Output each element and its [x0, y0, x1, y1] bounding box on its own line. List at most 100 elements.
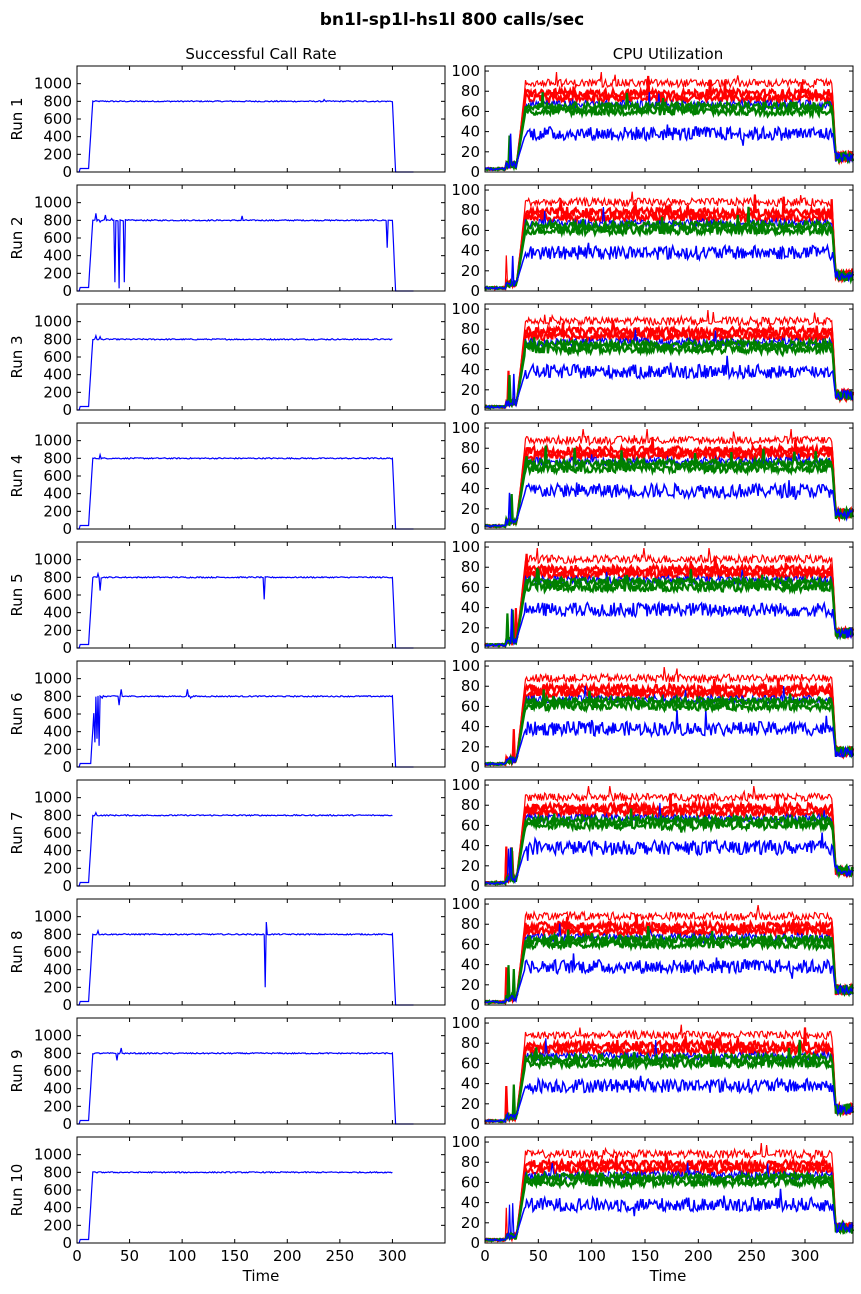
cpu-run-10-series-7-line	[484, 1188, 854, 1242]
cpu-run-10-ytick-label: 40	[461, 1194, 480, 1212]
call-rate-run-4-ytick-label: 0	[62, 520, 72, 538]
cpu-run-7-series-6-line	[484, 808, 855, 887]
cpu-run-10-ytick-label: 100	[451, 1133, 480, 1151]
call-rate-run-7-ytick-label: 200	[43, 859, 72, 877]
cpu-run-2-ytick-label: 100	[451, 181, 480, 199]
call-rate-run-7-ytick-label: 400	[43, 842, 72, 860]
cpu-run-5-series-7-line	[484, 600, 854, 648]
run-label: Run 5	[8, 573, 26, 616]
call-rate-run-10-xtick-label: 200	[273, 1247, 302, 1265]
call-rate-run-2-ytick-label: 600	[43, 229, 72, 247]
call-rate-run-7-line	[77, 811, 393, 887]
call-rate-run-10-xtick-label: 150	[220, 1247, 249, 1265]
call-rate-run-6-ytick-label: 0	[62, 758, 72, 776]
call-rate-run-8-frame	[76, 898, 446, 1006]
cpu-run-2-ytick-label: 60	[461, 221, 480, 239]
call-rate-run-10-xtick-label: 250	[326, 1247, 355, 1265]
cpu-run-8-series-6-line	[484, 929, 854, 1005]
cpu-run-2-ytick-label: 80	[461, 201, 480, 219]
cpu-run-8-ytick-label: 60	[461, 935, 480, 953]
call-rate-run-1-ytick-label: 800	[43, 92, 72, 110]
call-rate-run-3-ytick-label: 0	[62, 401, 72, 419]
call-rate-run-6-ytick-label: 600	[43, 705, 72, 723]
right-panel-title: CPU Utilization	[613, 45, 723, 63]
cpu-run-6-ytick-label: 0	[470, 758, 480, 776]
cpu-run-1-ytick-label: 60	[461, 102, 480, 120]
call-rate-run-10-xtick-label: 300	[378, 1247, 407, 1265]
call-rate-run-2-ytick-label: 1000	[34, 194, 72, 212]
call-rate-run-5-ytick-label: 600	[43, 586, 72, 604]
cpu-run-6-series-3-line	[484, 678, 854, 767]
run-label: Run 4	[8, 454, 26, 497]
call-rate-run-5-ytick-label: 800	[43, 568, 72, 586]
call-rate-run-3-ytick-label: 400	[43, 366, 72, 384]
run-label: Run 1	[8, 97, 26, 140]
call-rate-run-10-xtick-label: 0	[72, 1247, 82, 1265]
cpu-run-2-series-6-line	[484, 214, 855, 291]
cpu-run-6-ytick-label: 60	[461, 697, 480, 715]
call-rate-run-3-frame	[76, 303, 446, 411]
cpu-run-6-series-6-line	[484, 689, 855, 767]
cpu-run-4-ytick-label: 40	[461, 480, 480, 498]
call-rate-run-9-line	[77, 1047, 414, 1125]
cpu-run-8-frame	[484, 898, 854, 1006]
cpu-run-4-series-6-line	[484, 450, 855, 529]
call-rate-run-1-ytick-label: 600	[43, 110, 72, 128]
cpu-run-5-series-5-line	[484, 567, 854, 648]
call-rate-run-7-ytick-label: 0	[62, 877, 72, 895]
cpu-run-7-ytick-label: 40	[461, 837, 480, 855]
cpu-run-7-series-7-line	[484, 832, 854, 885]
cpu-run-7-ytick-label: 60	[461, 816, 480, 834]
call-rate-run-9-ytick-label: 0	[62, 1115, 72, 1133]
cpu-run-10-series-6-line	[484, 1170, 853, 1243]
call-rate-run-1-ytick-label: 200	[43, 145, 72, 163]
left-x-axis-label: Time	[242, 1267, 280, 1285]
cpu-run-10-ytick-label: 60	[461, 1173, 480, 1191]
call-rate-run-10-xtick-label: 50	[120, 1247, 139, 1265]
call-rate-run-8-line	[77, 921, 414, 1006]
cpu-run-5-ytick-label: 100	[451, 538, 480, 556]
cpu-run-10-xtick-label: 150	[631, 1247, 660, 1265]
cpu-run-3-ytick-label: 20	[461, 381, 480, 399]
cpu-run-1-ytick-label: 100	[451, 62, 480, 80]
cpu-run-3-ytick-label: 60	[461, 340, 480, 358]
call-rate-run-10-ytick-label: 400	[43, 1199, 72, 1217]
call-rate-run-9-ytick-label: 800	[43, 1044, 72, 1062]
cpu-run-8-ytick-label: 0	[470, 996, 480, 1014]
call-rate-run-5-frame	[76, 541, 446, 649]
cpu-run-4-frame	[484, 422, 854, 530]
call-rate-run-2-line	[77, 213, 414, 292]
call-rate-run-8-ytick-label: 0	[62, 996, 72, 1014]
call-rate-run-3-ytick-label: 200	[43, 383, 72, 401]
cpu-run-4-ytick-label: 80	[461, 439, 480, 457]
call-rate-run-2-ytick-label: 400	[43, 247, 72, 265]
call-rate-run-1-ytick-label: 0	[62, 163, 72, 181]
call-rate-run-5-ytick-label: 200	[43, 621, 72, 639]
cpu-run-8-series-3-line	[484, 916, 854, 1005]
call-rate-run-7-frame	[76, 779, 446, 887]
call-rate-run-4-ytick-label: 200	[43, 502, 72, 520]
run-label: Run 3	[8, 335, 26, 378]
call-rate-run-7-ytick-label: 800	[43, 806, 72, 824]
cpu-run-10-xtick-label: 100	[577, 1247, 606, 1265]
cpu-run-3-series-6-line	[484, 337, 854, 410]
cpu-run-10-ytick-label: 80	[461, 1153, 480, 1171]
cpu-run-7-series-5-line	[484, 811, 855, 886]
call-rate-run-6-ytick-label: 800	[43, 687, 72, 705]
run-label: Run 6	[8, 692, 26, 735]
cpu-run-4-ytick-label: 0	[470, 520, 480, 538]
cpu-run-2-series-3-line	[484, 199, 854, 291]
cpu-run-9-ytick-label: 40	[461, 1075, 480, 1093]
call-rate-run-6-ytick-label: 400	[43, 723, 72, 741]
call-rate-run-10-line	[77, 1170, 393, 1244]
cpu-run-10-series-3-line	[484, 1155, 854, 1243]
call-rate-run-10-ytick-label: 1000	[34, 1146, 72, 1164]
call-rate-run-2-ytick-label: 200	[43, 264, 72, 282]
cpu-run-8-series-7-line	[484, 953, 854, 1004]
cpu-run-4-series-7-line	[484, 480, 854, 528]
call-rate-run-10-ytick-label: 200	[43, 1216, 72, 1234]
cpu-run-9-series-1-line	[484, 1024, 854, 1123]
cpu-run-10-frame	[484, 1136, 854, 1244]
cpu-run-1-ytick-label: 20	[461, 143, 480, 161]
cpu-run-10-xtick-label: 50	[529, 1247, 548, 1265]
